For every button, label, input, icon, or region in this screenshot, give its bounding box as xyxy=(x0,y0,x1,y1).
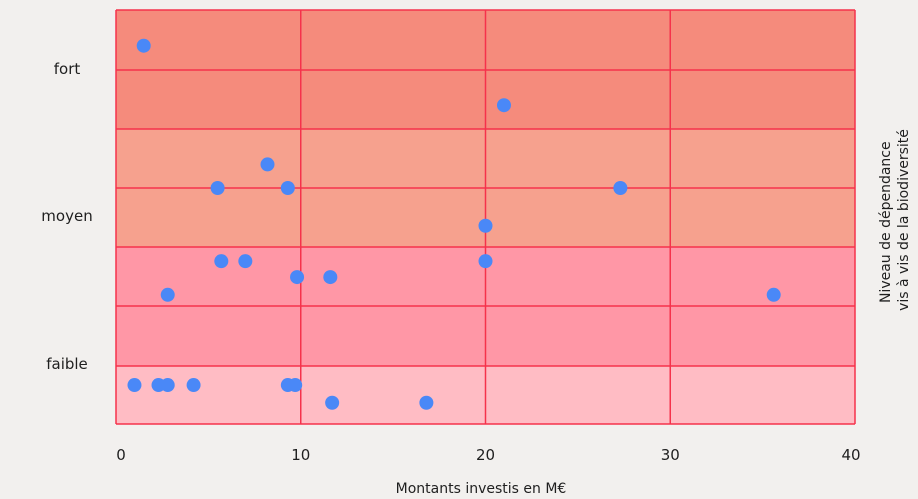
data-points xyxy=(127,38,781,410)
data-point-3 xyxy=(210,181,225,195)
chart-grid xyxy=(115,9,856,425)
data-point-12 xyxy=(160,287,175,302)
y-tick-label-fort: fort xyxy=(54,60,81,78)
data-point-20 xyxy=(325,395,340,410)
x-tick-labels: 0 10 20 30 40 xyxy=(116,446,860,464)
data-point-1 xyxy=(496,98,511,113)
data-point-8 xyxy=(238,254,253,269)
y-tick-label-faible: faible xyxy=(46,355,88,373)
x-tick-label-0: 0 xyxy=(116,446,126,464)
x-tick-label-40: 40 xyxy=(841,446,860,464)
y-axis-title: Niveau de dépendance vis à vis de la bio… xyxy=(878,129,912,311)
data-point-21 xyxy=(419,395,434,410)
y-tick-label-moyen: moyen xyxy=(41,207,92,225)
data-point-10 xyxy=(290,270,305,285)
data-point-14 xyxy=(127,378,142,393)
data-point-0 xyxy=(136,38,151,53)
data-point-19 xyxy=(288,378,303,393)
data-point-4 xyxy=(280,181,295,195)
data-point-9 xyxy=(478,254,493,269)
x-tick-label-10: 10 xyxy=(291,446,310,464)
data-point-11 xyxy=(323,270,338,285)
y-tick-labels: faible moyen fort xyxy=(41,60,92,373)
data-point-16 xyxy=(160,378,175,393)
x-axis-title: Montants investis en M€ xyxy=(396,481,567,497)
x-tick-label-30: 30 xyxy=(661,446,680,464)
y-axis-title-line-1: Niveau de dépendance xyxy=(878,141,894,303)
data-point-13 xyxy=(766,287,781,302)
data-point-6 xyxy=(478,218,493,233)
data-point-7 xyxy=(214,254,229,269)
data-point-17 xyxy=(186,378,201,393)
x-tick-label-20: 20 xyxy=(476,446,495,464)
data-point-5 xyxy=(613,181,628,195)
data-point-2 xyxy=(260,157,275,172)
y-axis-title-line-2: vis à vis de la biodiversité xyxy=(896,129,912,311)
